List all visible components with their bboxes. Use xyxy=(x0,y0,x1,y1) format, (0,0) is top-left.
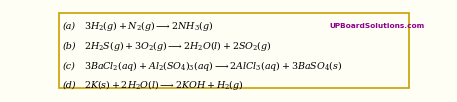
Text: $3H_2(g) + N_2(g) \longrightarrow 2NH_3(g)$: $3H_2(g) + N_2(g) \longrightarrow 2NH_3(… xyxy=(84,19,213,33)
Text: $3BaCl_2(aq) + Al_2(SO_4)_3(aq) \longrightarrow 2AlCl_3(aq) + 3BaSO_4(s)$: $3BaCl_2(aq) + Al_2(SO_4)_3(aq) \longrig… xyxy=(84,59,342,73)
Text: (c): (c) xyxy=(63,61,75,70)
Text: (a): (a) xyxy=(63,22,75,31)
Text: (b): (b) xyxy=(63,42,76,50)
Text: (d): (d) xyxy=(63,81,76,90)
Text: $2K(s) + 2H_2O(l) \longrightarrow 2KOH + H_2(g)$: $2K(s) + 2H_2O(l) \longrightarrow 2KOH +… xyxy=(84,78,243,92)
Text: UPBoardSolutions.com: UPBoardSolutions.com xyxy=(330,23,425,29)
FancyBboxPatch shape xyxy=(59,13,409,88)
Text: $2H_2S(g) + 3O_2(g) \longrightarrow 2H_2O(l) + 2SO_2(g)$: $2H_2S(g) + 3O_2(g) \longrightarrow 2H_2… xyxy=(84,39,271,53)
